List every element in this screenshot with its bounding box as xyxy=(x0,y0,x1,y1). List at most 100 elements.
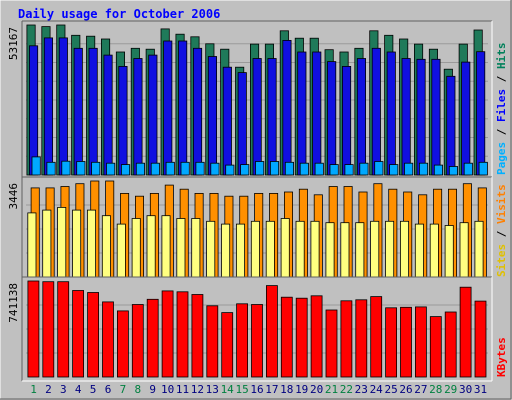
x-tick-day-1: 1 xyxy=(30,383,37,396)
x-tick-day-8: 8 xyxy=(134,383,141,396)
bar-pages-day-27 xyxy=(418,162,429,176)
chart-panels: 53167 Pages / Files / Hits 3446 Sites / Vis… xyxy=(7,20,508,382)
bar-sites-day-14 xyxy=(221,223,231,278)
series-pages xyxy=(31,156,488,176)
bar-kbytes-day-8 xyxy=(131,304,144,378)
legend-pages: Pages xyxy=(495,142,508,175)
x-tick-day-12: 12 xyxy=(191,383,204,396)
bar-kbytes-day-7 xyxy=(117,310,129,378)
bar-kbytes-day-19 xyxy=(295,297,308,378)
x-tick-day-3: 3 xyxy=(60,383,67,396)
legend-sites: Sites xyxy=(495,244,508,277)
legend-text: Sites / Visits xyxy=(495,184,508,277)
bar-pages-day-25 xyxy=(389,164,399,176)
bar-pages-day-13 xyxy=(210,162,220,176)
bar-pages-day-5 xyxy=(91,161,101,176)
bar-sites-day-2 xyxy=(42,209,52,278)
panel-legend: Sites / Visits xyxy=(495,184,508,277)
x-axis-labels: 1 2 3 4 5 6 7 8 9 10 11 12 13 14 15 16 17 18 19 20 21 22 23 24 2… xyxy=(30,383,487,396)
bar-sites-day-24 xyxy=(370,220,380,278)
x-tick-day-2: 2 xyxy=(45,383,52,396)
bar-pages-day-17 xyxy=(269,161,280,176)
bar-kbytes-day-23 xyxy=(355,299,368,378)
bar-files-day-13 xyxy=(207,56,218,176)
bar-pages-day-9 xyxy=(150,162,160,176)
bar-sites-day-13 xyxy=(206,220,216,278)
bar-sites-day-16 xyxy=(250,220,260,278)
x-tick-day-20: 20 xyxy=(310,383,323,396)
bar-pages-day-20 xyxy=(314,162,324,176)
bar-kbytes-day-29 xyxy=(444,311,457,378)
bar-kbytes-day-27 xyxy=(414,306,427,378)
bar-files-day-25 xyxy=(386,51,396,176)
legend-text: Pages / Files / Hits xyxy=(495,43,508,176)
bar-kbytes-day-24 xyxy=(370,296,383,378)
x-tick-day-29: 29 xyxy=(444,383,457,396)
x-tick-day-22: 22 xyxy=(340,383,353,396)
x-tick-day-31: 31 xyxy=(474,383,487,396)
bar-files-day-21 xyxy=(327,61,337,176)
bar-pages-day-19 xyxy=(299,162,309,176)
bar-files-day-12 xyxy=(192,47,203,176)
bar-sites-day-21 xyxy=(325,222,335,278)
bar-pages-day-31 xyxy=(478,161,488,176)
bar-sites-day-18 xyxy=(280,218,290,278)
bar-sites-day-26 xyxy=(399,220,409,278)
bar-pages-day-30 xyxy=(463,162,473,176)
x-tick-day-6: 6 xyxy=(105,383,112,396)
bar-kbytes-day-9 xyxy=(146,298,159,378)
x-tick-day-16: 16 xyxy=(250,383,263,396)
bar-kbytes-day-15 xyxy=(236,303,249,378)
bar-kbytes-day-2 xyxy=(42,281,55,378)
bar-sites-day-30 xyxy=(459,222,469,278)
bar-files-day-20 xyxy=(312,51,322,176)
panel-kbytes: 741138 KBytes xyxy=(7,276,508,382)
bar-pages-day-24 xyxy=(374,161,384,176)
x-tick-day-14: 14 xyxy=(221,383,235,396)
x-tick-day-4: 4 xyxy=(75,383,82,396)
bar-sites-day-15 xyxy=(235,223,245,278)
x-tick-day-25: 25 xyxy=(384,383,397,396)
bar-kbytes-day-26 xyxy=(400,306,412,378)
x-tick-day-26: 26 xyxy=(399,383,412,396)
bar-files-day-4 xyxy=(73,47,83,176)
bar-files-day-27 xyxy=(416,58,426,176)
x-tick-day-24: 24 xyxy=(370,383,384,396)
legend-files: Files xyxy=(495,89,508,122)
bar-pages-day-12 xyxy=(195,161,205,176)
panel-legend: Pages / Files / Hits xyxy=(495,43,508,176)
bar-pages-day-16 xyxy=(255,161,265,176)
bar-sites-day-12 xyxy=(191,218,201,278)
bar-kbytes-day-13 xyxy=(206,305,219,378)
bar-kbytes-day-12 xyxy=(191,294,204,378)
bar-files-day-14 xyxy=(222,66,232,176)
legend-separator: / xyxy=(495,122,508,142)
series-sites xyxy=(27,206,484,278)
x-tick-day-13: 13 xyxy=(206,383,219,396)
bar-pages-day-15 xyxy=(240,164,250,176)
bar-sites-day-3 xyxy=(57,206,67,278)
x-tick-day-21: 21 xyxy=(325,383,338,396)
legend-separator: / xyxy=(495,69,508,89)
bar-sites-day-7 xyxy=(116,223,126,278)
bar-pages-day-22 xyxy=(344,164,354,176)
x-tick-day-19: 19 xyxy=(295,383,308,396)
bar-files-day-29 xyxy=(446,75,456,176)
bar-files-day-6 xyxy=(103,54,113,176)
legend-kbytes: KBytes xyxy=(495,337,508,377)
bar-kbytes-day-18 xyxy=(280,296,293,378)
panel-requests: 53167 Pages / Files / Hits xyxy=(7,20,508,180)
bar-pages-day-14 xyxy=(225,164,235,176)
bar-pages-day-23 xyxy=(359,162,369,176)
bar-kbytes-day-16 xyxy=(251,304,263,378)
bar-files-day-10 xyxy=(163,40,173,176)
bar-pages-day-6 xyxy=(106,162,116,176)
bar-sites-day-17 xyxy=(265,220,275,278)
legend-hits: Hits xyxy=(495,43,508,70)
bar-files-day-22 xyxy=(341,66,352,176)
bar-pages-day-28 xyxy=(433,164,443,176)
x-tick-day-17: 17 xyxy=(265,383,278,396)
bar-files-day-5 xyxy=(88,47,98,176)
x-tick-day-27: 27 xyxy=(414,383,427,396)
x-tick-day-10: 10 xyxy=(161,383,174,396)
